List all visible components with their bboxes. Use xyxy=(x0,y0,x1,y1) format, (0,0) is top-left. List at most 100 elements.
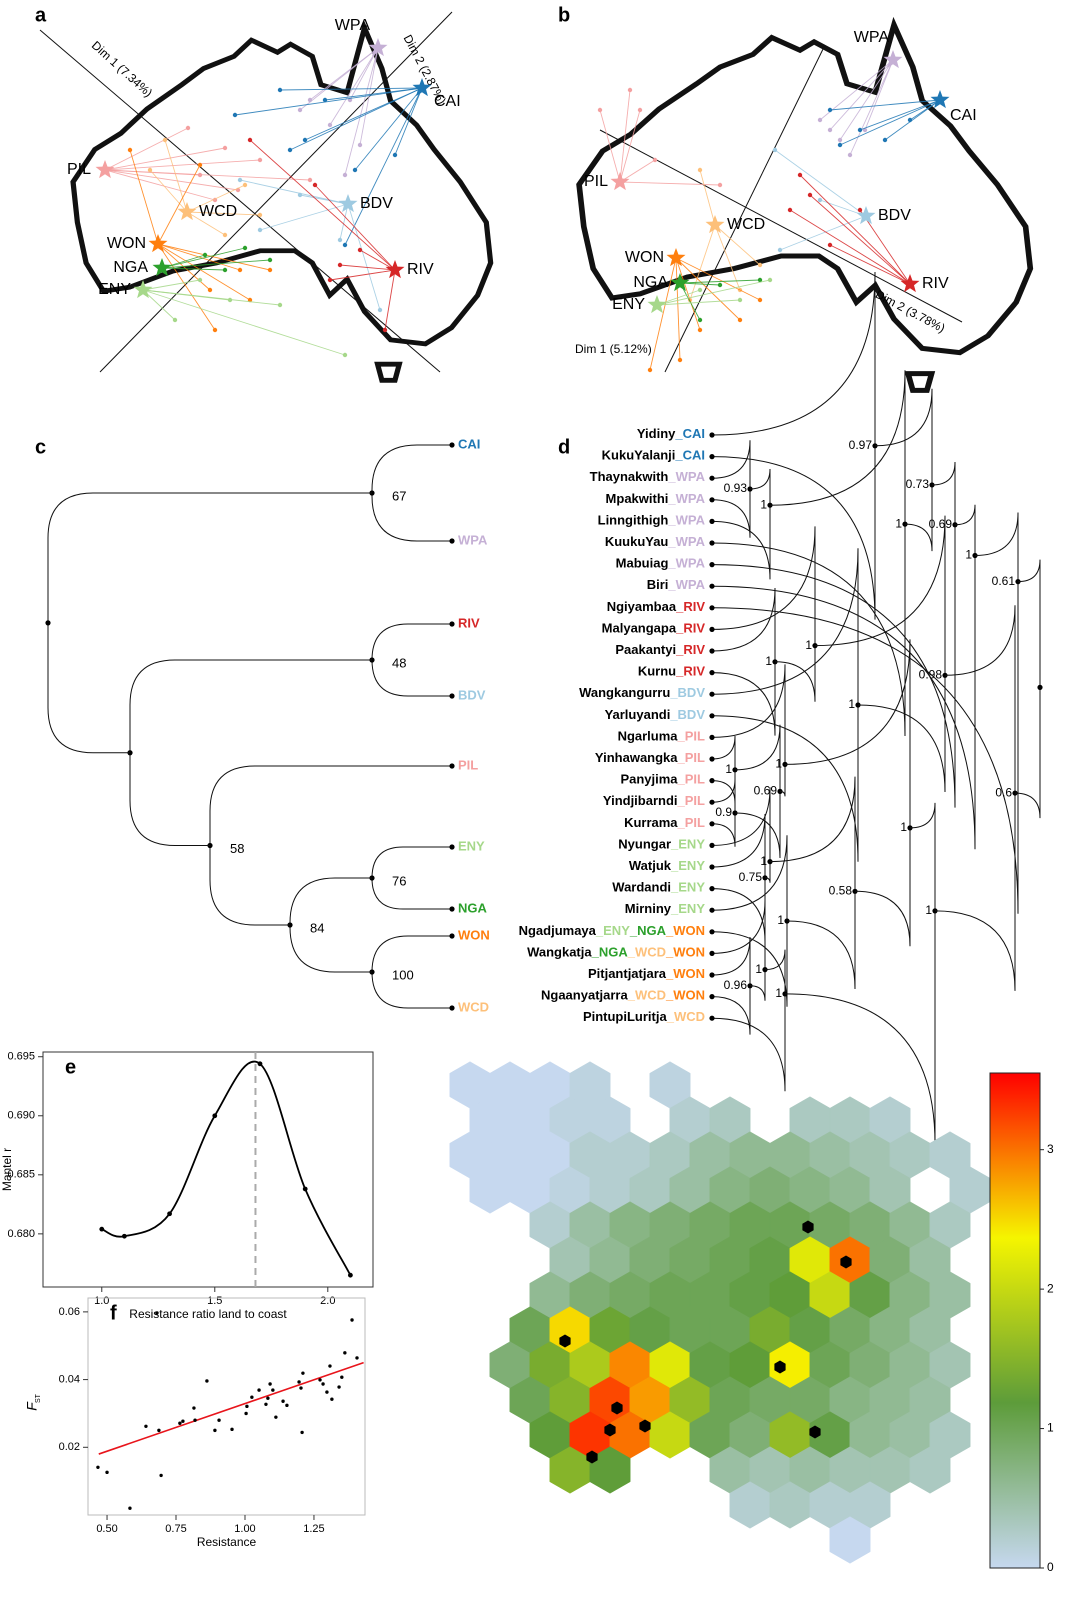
group-label: WCD xyxy=(727,216,765,233)
point xyxy=(302,1186,308,1192)
point xyxy=(297,1380,301,1384)
leaf-node xyxy=(709,540,715,546)
link xyxy=(234,87,423,116)
leaf-label-part: _WON xyxy=(665,988,705,1003)
leaf-label: Pitjantjatjara_WON xyxy=(588,966,705,981)
y-tick-label: 0.06 xyxy=(59,1306,80,1318)
colorbar-tick-label: 3 xyxy=(1047,1142,1054,1156)
link xyxy=(779,215,867,251)
leaf-label: Mpakwithi_WPA xyxy=(606,491,706,506)
leaf-label-part: _PIL xyxy=(677,772,706,787)
group-star xyxy=(177,202,197,221)
sample-dot xyxy=(677,357,683,363)
leaf-node xyxy=(709,972,715,978)
panel-letter: f xyxy=(110,1302,117,1324)
leaf-label-part: _WON xyxy=(665,966,705,981)
leaf-label: WCD xyxy=(458,999,489,1014)
group-star xyxy=(385,260,405,279)
point xyxy=(266,1396,270,1400)
leaf-label-part: _ENY xyxy=(670,880,705,895)
colorbar-tick-label: 0 xyxy=(1047,1560,1054,1574)
leaf-node xyxy=(449,933,455,939)
link xyxy=(599,109,621,183)
leaf-label: Mirniny_ENY xyxy=(625,902,706,917)
point xyxy=(244,1411,248,1416)
y-tick-label: 0.02 xyxy=(59,1441,80,1453)
group-label: PIL xyxy=(67,161,91,178)
sample-site xyxy=(802,1220,814,1234)
link xyxy=(299,47,379,111)
tree-branch xyxy=(749,468,771,506)
leaf-label: Panyjima_PIL xyxy=(620,772,705,787)
sample-dot xyxy=(197,172,203,178)
support-value: 0.73 xyxy=(906,477,930,491)
tree-branch xyxy=(874,388,933,485)
link xyxy=(239,179,349,205)
support-value: 1 xyxy=(725,762,732,776)
link xyxy=(344,87,423,246)
link xyxy=(839,99,941,146)
link xyxy=(679,279,761,284)
leaf-label-part: _RIV xyxy=(675,642,705,657)
leaf-label: Yarluyandi_BDV xyxy=(605,707,706,722)
point xyxy=(167,1211,172,1217)
leaf-node xyxy=(709,497,715,503)
tree-branch xyxy=(711,900,766,970)
link xyxy=(774,149,867,217)
group-star xyxy=(95,160,115,179)
sample-dot xyxy=(357,247,363,253)
point xyxy=(157,1428,161,1433)
tree-branch xyxy=(371,444,452,493)
leaf-label-part: Yindjibarndi xyxy=(603,794,678,809)
link xyxy=(129,149,159,245)
leaf-label: Watjuk_ENY xyxy=(629,858,705,873)
leaf-label-part: _BDV xyxy=(669,686,705,701)
sample-site xyxy=(559,1334,571,1348)
sample-dot xyxy=(342,172,348,178)
link xyxy=(347,203,381,311)
leaf-label-part: Panyjima xyxy=(620,772,678,787)
link xyxy=(829,99,941,111)
link xyxy=(354,87,423,171)
point xyxy=(257,1388,261,1392)
dim-axis xyxy=(99,11,453,373)
point xyxy=(121,1233,127,1239)
link xyxy=(329,269,396,281)
leaf-label-part: Mpakwithi xyxy=(606,491,669,506)
sample-dot xyxy=(342,352,348,358)
sample-dot xyxy=(357,142,363,148)
group-label: PIL xyxy=(584,173,608,190)
leaf-label-part: _WCD xyxy=(627,988,666,1003)
link xyxy=(394,87,423,156)
leaf-label-part: Nyungar xyxy=(618,837,671,852)
link xyxy=(314,184,396,271)
group-label: WON xyxy=(107,235,146,252)
sample-dot xyxy=(697,287,703,293)
point xyxy=(181,1419,185,1423)
tree-branch xyxy=(784,910,936,1144)
leaf-label-part: _WPA xyxy=(667,534,705,549)
point xyxy=(300,1430,304,1435)
link xyxy=(839,59,894,141)
point xyxy=(213,1428,217,1433)
point xyxy=(340,1375,344,1379)
leaf-node xyxy=(709,432,715,438)
sample-site xyxy=(611,1401,623,1415)
leaf-node xyxy=(449,442,455,448)
sample-dot xyxy=(777,247,783,253)
point xyxy=(96,1465,100,1469)
support-value: 0.61 xyxy=(992,574,1016,588)
tree-branch xyxy=(47,492,372,623)
sample-dot xyxy=(312,182,318,188)
leaf-label-part: _WPA xyxy=(667,470,705,485)
sample-dot xyxy=(882,137,888,143)
link xyxy=(809,194,911,285)
leaf-label-part: _WPA xyxy=(667,491,705,506)
sample-dot xyxy=(837,142,843,148)
sample-site xyxy=(809,1425,821,1439)
leaf-node xyxy=(709,670,715,676)
leaf-label: Mabuiag_WPA xyxy=(616,556,706,571)
link xyxy=(859,209,911,285)
link xyxy=(142,289,231,301)
bootstrap-value: 76 xyxy=(392,873,406,888)
